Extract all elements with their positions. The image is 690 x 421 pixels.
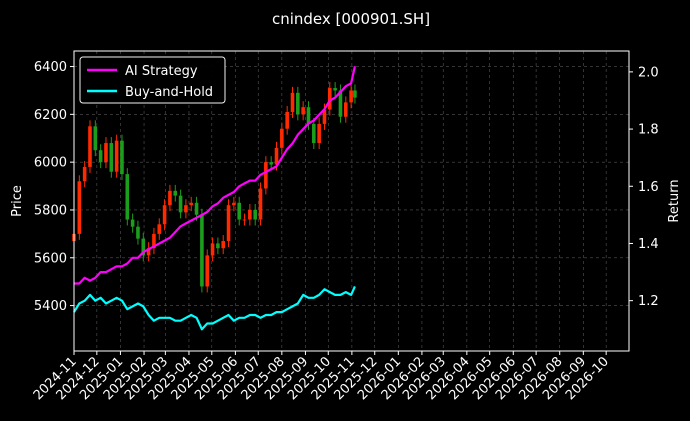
candle-body [343, 102, 348, 117]
y-right-tick-label: 1.8 [638, 123, 659, 138]
candle-body [189, 202, 194, 206]
candle-body [93, 126, 98, 151]
candle-body [322, 109, 327, 124]
candle-body [178, 195, 183, 213]
candle-body [258, 188, 263, 220]
candle-body [216, 243, 220, 249]
candle-body [162, 205, 167, 225]
candle-body [264, 162, 268, 189]
candle-body [146, 248, 151, 256]
candle-body [232, 202, 236, 206]
candle-body [253, 209, 257, 220]
candles [72, 82, 357, 293]
series-lines [73, 65, 356, 331]
candle-body [242, 219, 247, 221]
chart-title: cnindex [000901.SH] [272, 10, 430, 28]
candle-body [136, 226, 140, 239]
candle-body [353, 90, 357, 98]
candle-body [173, 190, 178, 196]
y-axis-left: 5400 5600 5800 6000 6200 6400 [34, 60, 74, 314]
candle-body [104, 143, 108, 163]
y-right-tick-label: 2.0 [638, 65, 659, 80]
y-left-tick-label: 6000 [34, 156, 67, 171]
legend-label-ai-strategy: AI Strategy [125, 64, 198, 79]
candle-body [248, 209, 252, 220]
candle-body [274, 147, 279, 165]
candle-body [200, 214, 204, 287]
candle-body [226, 205, 231, 242]
y-left-tick-label: 5600 [34, 251, 67, 266]
candle-body [125, 174, 130, 220]
candle-body [168, 190, 172, 206]
candle-body [120, 140, 124, 175]
candle-body [98, 150, 103, 163]
candle-body [221, 241, 226, 249]
candle-body [328, 88, 332, 110]
candle-body [114, 140, 119, 172]
candle-body [77, 181, 82, 234]
y-axis-right: 1.2 1.4 1.6 1.8 2.0 [629, 65, 659, 309]
candle-body [237, 202, 242, 220]
candle-body [312, 123, 316, 144]
legend: AI Strategy Buy-and-Hold [79, 56, 226, 104]
candle-body [285, 111, 289, 129]
candle-body [184, 205, 188, 213]
series-line-ai-strategy [74, 65, 356, 285]
y-left-tick-label: 5800 [34, 203, 67, 218]
candle-body [269, 162, 273, 165]
y-right-tick-label: 1.6 [638, 180, 659, 195]
candle-body [157, 224, 162, 234]
candle-body [338, 90, 343, 117]
candle-body [210, 243, 215, 256]
candle-body [333, 88, 337, 91]
candle-body [296, 92, 300, 115]
y-left-tick-label: 6200 [34, 108, 67, 123]
candle-body [280, 128, 284, 148]
candle-body [109, 143, 114, 172]
candle-body [290, 92, 295, 112]
candle-body [141, 238, 146, 256]
candle-body [82, 166, 87, 182]
series-line-buy-and-hold [73, 285, 356, 331]
candle-body [88, 126, 92, 167]
y-axis-right-label: Return [667, 179, 682, 222]
y-left-tick-label: 6400 [34, 60, 67, 75]
candle-body [349, 90, 353, 103]
y-right-tick-label: 1.4 [638, 237, 659, 252]
y-right-tick-label: 1.2 [638, 294, 659, 309]
y-axis-left-label: Price [10, 185, 25, 217]
candle-body [205, 255, 210, 287]
candle-body [301, 107, 305, 115]
y-left-tick-label: 5400 [34, 299, 67, 314]
legend-label-buy-and-hold: Buy-and-Hold [125, 85, 213, 100]
candle-body [194, 202, 199, 215]
candle-body [130, 219, 135, 227]
candle-body [152, 233, 156, 249]
candle-body [317, 123, 321, 144]
candle-body [306, 107, 311, 124]
